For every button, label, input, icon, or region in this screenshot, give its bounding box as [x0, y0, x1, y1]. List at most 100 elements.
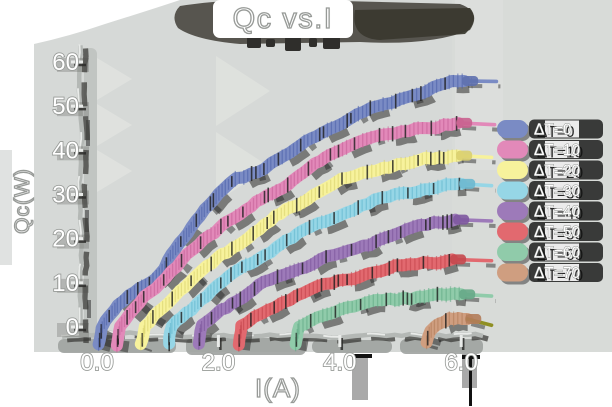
series-tail-shadow	[470, 322, 497, 333]
x-axis-label: I(A)	[254, 372, 301, 403]
series-end-cap	[459, 178, 476, 189]
series-dt-0	[92, 73, 501, 353]
y-tick-label: 60	[52, 49, 79, 76]
title-text-shadow-mark	[247, 37, 261, 48]
y-tick-label: 50	[52, 93, 79, 120]
title-text-shadow-mark	[285, 37, 301, 51]
legend-label-backing	[545, 223, 579, 240]
legend-swatch	[497, 161, 528, 179]
legend-swatch	[497, 263, 528, 282]
chevron-shadow	[97, 58, 132, 100]
series-end-cap	[456, 150, 473, 161]
title-text-shadow-mark	[266, 39, 275, 47]
legend-label-backing	[545, 120, 579, 138]
legend-label-shadow: ΔT=40	[537, 206, 583, 223]
y-axis-shadow-dash	[87, 300, 91, 318]
legend-swatch	[497, 181, 528, 200]
legend-label-shadow: ΔT=60	[537, 247, 583, 264]
legend-label: ΔT=40	[534, 204, 580, 221]
series-tail-shadow	[465, 186, 496, 193]
x-tick-label: 0.0	[80, 349, 113, 376]
series-band-shadow	[97, 81, 470, 353]
series-tail-shadow	[465, 297, 496, 304]
tick-shadow-dash	[469, 358, 472, 406]
legend-swatch	[497, 222, 528, 241]
series-tail-shadow	[462, 125, 499, 132]
legend-label-shadow: ΔT=70	[537, 268, 583, 285]
legend-label-shadow: ΔT=30	[537, 186, 583, 203]
legend-item-dt-0: ΔT=0ΔT=0	[497, 119, 603, 141]
legend-label-shadow: ΔT=50	[537, 227, 583, 244]
y-tick-label: 0	[66, 314, 79, 341]
legend-label-shadow: ΔT=10	[537, 145, 583, 162]
x-tick-label: 2.0	[202, 349, 235, 376]
tick-shadow-dash	[352, 354, 372, 358]
tick-shadow-dash	[462, 355, 480, 359]
legend-label-backing	[545, 161, 579, 179]
x-tick-label: 4.0	[323, 349, 356, 376]
series-dt-40	[192, 213, 496, 351]
series-end-cap	[459, 289, 476, 300]
y-tick-label: 20	[52, 226, 79, 253]
series-end-cap	[450, 254, 467, 265]
legend-swatch	[497, 140, 528, 159]
series-band	[134, 149, 465, 350]
chart-title: Qc vs.I	[232, 2, 334, 35]
series-tail-shadow	[462, 158, 496, 165]
chevron-shadow	[216, 56, 270, 126]
legend-label: ΔT=20	[534, 163, 580, 180]
series-end-cap	[465, 314, 482, 325]
series-end-cap	[456, 117, 473, 128]
series-dt-70	[420, 311, 497, 350]
x-tick-label: 6.0	[445, 349, 478, 376]
left-edge-shade	[0, 150, 12, 265]
legend-label-shadow: ΔT=0	[537, 124, 575, 141]
y-axis-label: Qc(W)	[10, 168, 34, 235]
y-tick-label: 30	[52, 181, 79, 208]
legend-label: ΔT=70	[534, 265, 580, 282]
legend-label: ΔT=60	[534, 245, 580, 262]
title-text-shadow-mark	[323, 37, 340, 49]
y-tick-label: 10	[52, 270, 79, 297]
series-dt-30	[163, 177, 496, 352]
series-tail-shadow	[459, 222, 496, 228]
title-shadow-blob-dark	[354, 8, 474, 40]
series-band-shadow	[168, 183, 467, 350]
y-axis-highlight	[77, 44, 83, 340]
legend-label-backing	[545, 182, 579, 199]
legend-label: ΔT=30	[534, 183, 580, 200]
legend-swatch	[497, 202, 528, 220]
series-dt-20	[134, 149, 496, 353]
legend-label: ΔT=50	[534, 224, 580, 241]
x-axis-highlight	[61, 330, 483, 338]
y-tick-label: 40	[52, 137, 79, 164]
tick-shadow-bar	[352, 354, 368, 400]
chevron-shadow	[97, 150, 132, 192]
series-dt-50	[232, 253, 496, 352]
legend-label-backing	[545, 264, 579, 281]
chevron-shadow	[97, 104, 132, 146]
legend: ΔT=0ΔT=0ΔT=10ΔT=10ΔT=20ΔT=20ΔT=30ΔT=30ΔT…	[497, 119, 603, 285]
series-band	[232, 253, 459, 351]
x-axis-shadow-blob	[312, 340, 392, 353]
legend-label-backing	[545, 243, 579, 261]
series-band-shadow	[140, 155, 464, 353]
legend-label-shadow: ΔT=20	[537, 165, 583, 182]
series-end-cap	[453, 214, 470, 225]
legend-label: ΔT=10	[534, 142, 580, 159]
series-band-shadow	[294, 293, 467, 352]
series-tail-shadow	[456, 262, 496, 268]
title-text-shadow-mark	[309, 38, 317, 47]
legend-label-backing	[545, 141, 579, 158]
series-band-shadow	[197, 219, 462, 351]
series-end-cap	[462, 75, 479, 86]
